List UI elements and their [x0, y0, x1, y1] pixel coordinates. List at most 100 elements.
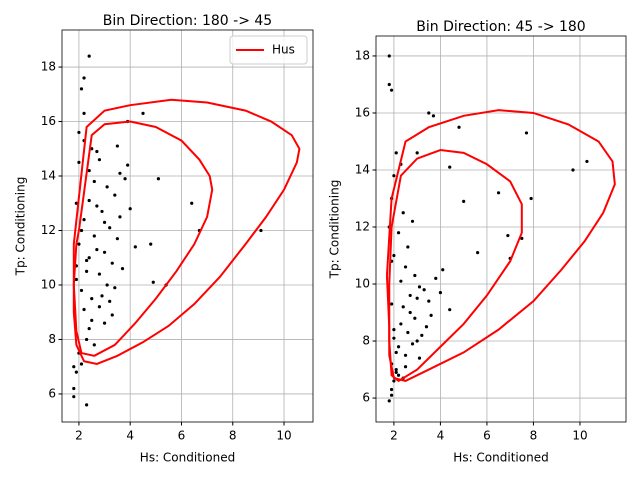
point — [427, 111, 431, 115]
y-tick-label: 16 — [355, 105, 370, 119]
point — [392, 328, 396, 332]
x-tick-label: 2 — [75, 429, 83, 443]
point — [79, 288, 84, 293]
legend: Hus — [229, 35, 308, 65]
point — [82, 76, 86, 80]
subplot: 2 4 6 8 10 6 8 10 12 14 16 18 Bin Direction: 180 -> … — [14, 13, 314, 465]
point — [97, 305, 102, 309]
point — [389, 88, 394, 92]
point — [97, 272, 102, 276]
point — [90, 318, 94, 322]
point — [392, 336, 396, 340]
contour-line — [388, 149, 523, 383]
y-tick-label: 8 — [362, 334, 370, 348]
point — [389, 393, 394, 397]
point — [95, 247, 99, 252]
contour-line — [72, 120, 214, 357]
point — [87, 256, 91, 260]
point — [448, 165, 452, 169]
point — [506, 233, 510, 238]
point — [113, 193, 117, 197]
point — [128, 207, 132, 211]
point — [72, 395, 76, 399]
y-tick-label: 16 — [41, 114, 56, 128]
point — [92, 343, 96, 347]
point — [97, 158, 102, 162]
point — [110, 313, 114, 317]
x-tick-label: 4 — [437, 429, 445, 443]
point — [392, 379, 396, 383]
point — [417, 285, 422, 289]
point — [422, 288, 426, 292]
y-tick-label: 18 — [355, 48, 370, 62]
point — [448, 308, 452, 312]
point — [396, 373, 401, 377]
y-tick-label: 8 — [48, 332, 56, 346]
y-tick-label: 12 — [41, 223, 56, 237]
axes-frame — [61, 29, 314, 423]
point — [85, 269, 89, 273]
x-tick-label: 10 — [572, 429, 587, 443]
legend-label: Hus — [272, 43, 295, 57]
subplot: 2 4 6 8 10 6 8 10 12 14 16 18 Bin Direction: 45 -> 1… — [328, 19, 627, 465]
point — [105, 283, 109, 287]
point — [585, 159, 589, 164]
x-tick-label: 10 — [276, 429, 291, 443]
x-tick-label: 8 — [229, 429, 237, 443]
point — [108, 226, 112, 230]
point — [387, 82, 391, 87]
point — [520, 236, 524, 241]
x-axis-label: Hs: Conditioned — [453, 451, 548, 465]
point — [126, 163, 130, 167]
point — [87, 198, 91, 203]
point — [72, 386, 76, 391]
point — [476, 251, 480, 255]
x-tick-label: 6 — [178, 429, 186, 443]
point — [417, 356, 422, 360]
point — [74, 370, 78, 374]
point — [87, 326, 91, 331]
point — [79, 362, 84, 366]
point — [105, 185, 109, 189]
point — [102, 250, 107, 254]
point — [434, 276, 438, 280]
point — [77, 242, 81, 246]
point — [151, 280, 155, 284]
point — [462, 199, 466, 203]
point — [82, 307, 86, 312]
point — [87, 168, 91, 173]
point — [387, 54, 391, 58]
point — [156, 177, 161, 181]
point — [410, 342, 415, 346]
point — [394, 151, 398, 155]
point — [118, 171, 122, 175]
points — [387, 54, 589, 403]
point — [420, 333, 424, 337]
point — [424, 325, 429, 329]
point — [399, 322, 403, 326]
y-tick-label: 18 — [41, 60, 56, 74]
point — [95, 149, 99, 154]
point — [113, 286, 117, 290]
point — [118, 215, 122, 219]
point — [149, 242, 153, 246]
point — [408, 293, 412, 298]
contour-line — [385, 109, 616, 383]
axes-frame — [375, 35, 627, 423]
point — [415, 151, 419, 155]
point — [387, 399, 391, 403]
point — [100, 294, 104, 298]
point — [92, 234, 96, 238]
point — [79, 228, 84, 233]
point — [100, 209, 104, 214]
point — [389, 387, 394, 392]
point — [415, 296, 419, 300]
point — [87, 54, 91, 58]
point — [394, 367, 398, 372]
legend-box — [229, 35, 308, 65]
point — [413, 273, 417, 278]
point — [401, 211, 405, 215]
point — [74, 277, 78, 282]
